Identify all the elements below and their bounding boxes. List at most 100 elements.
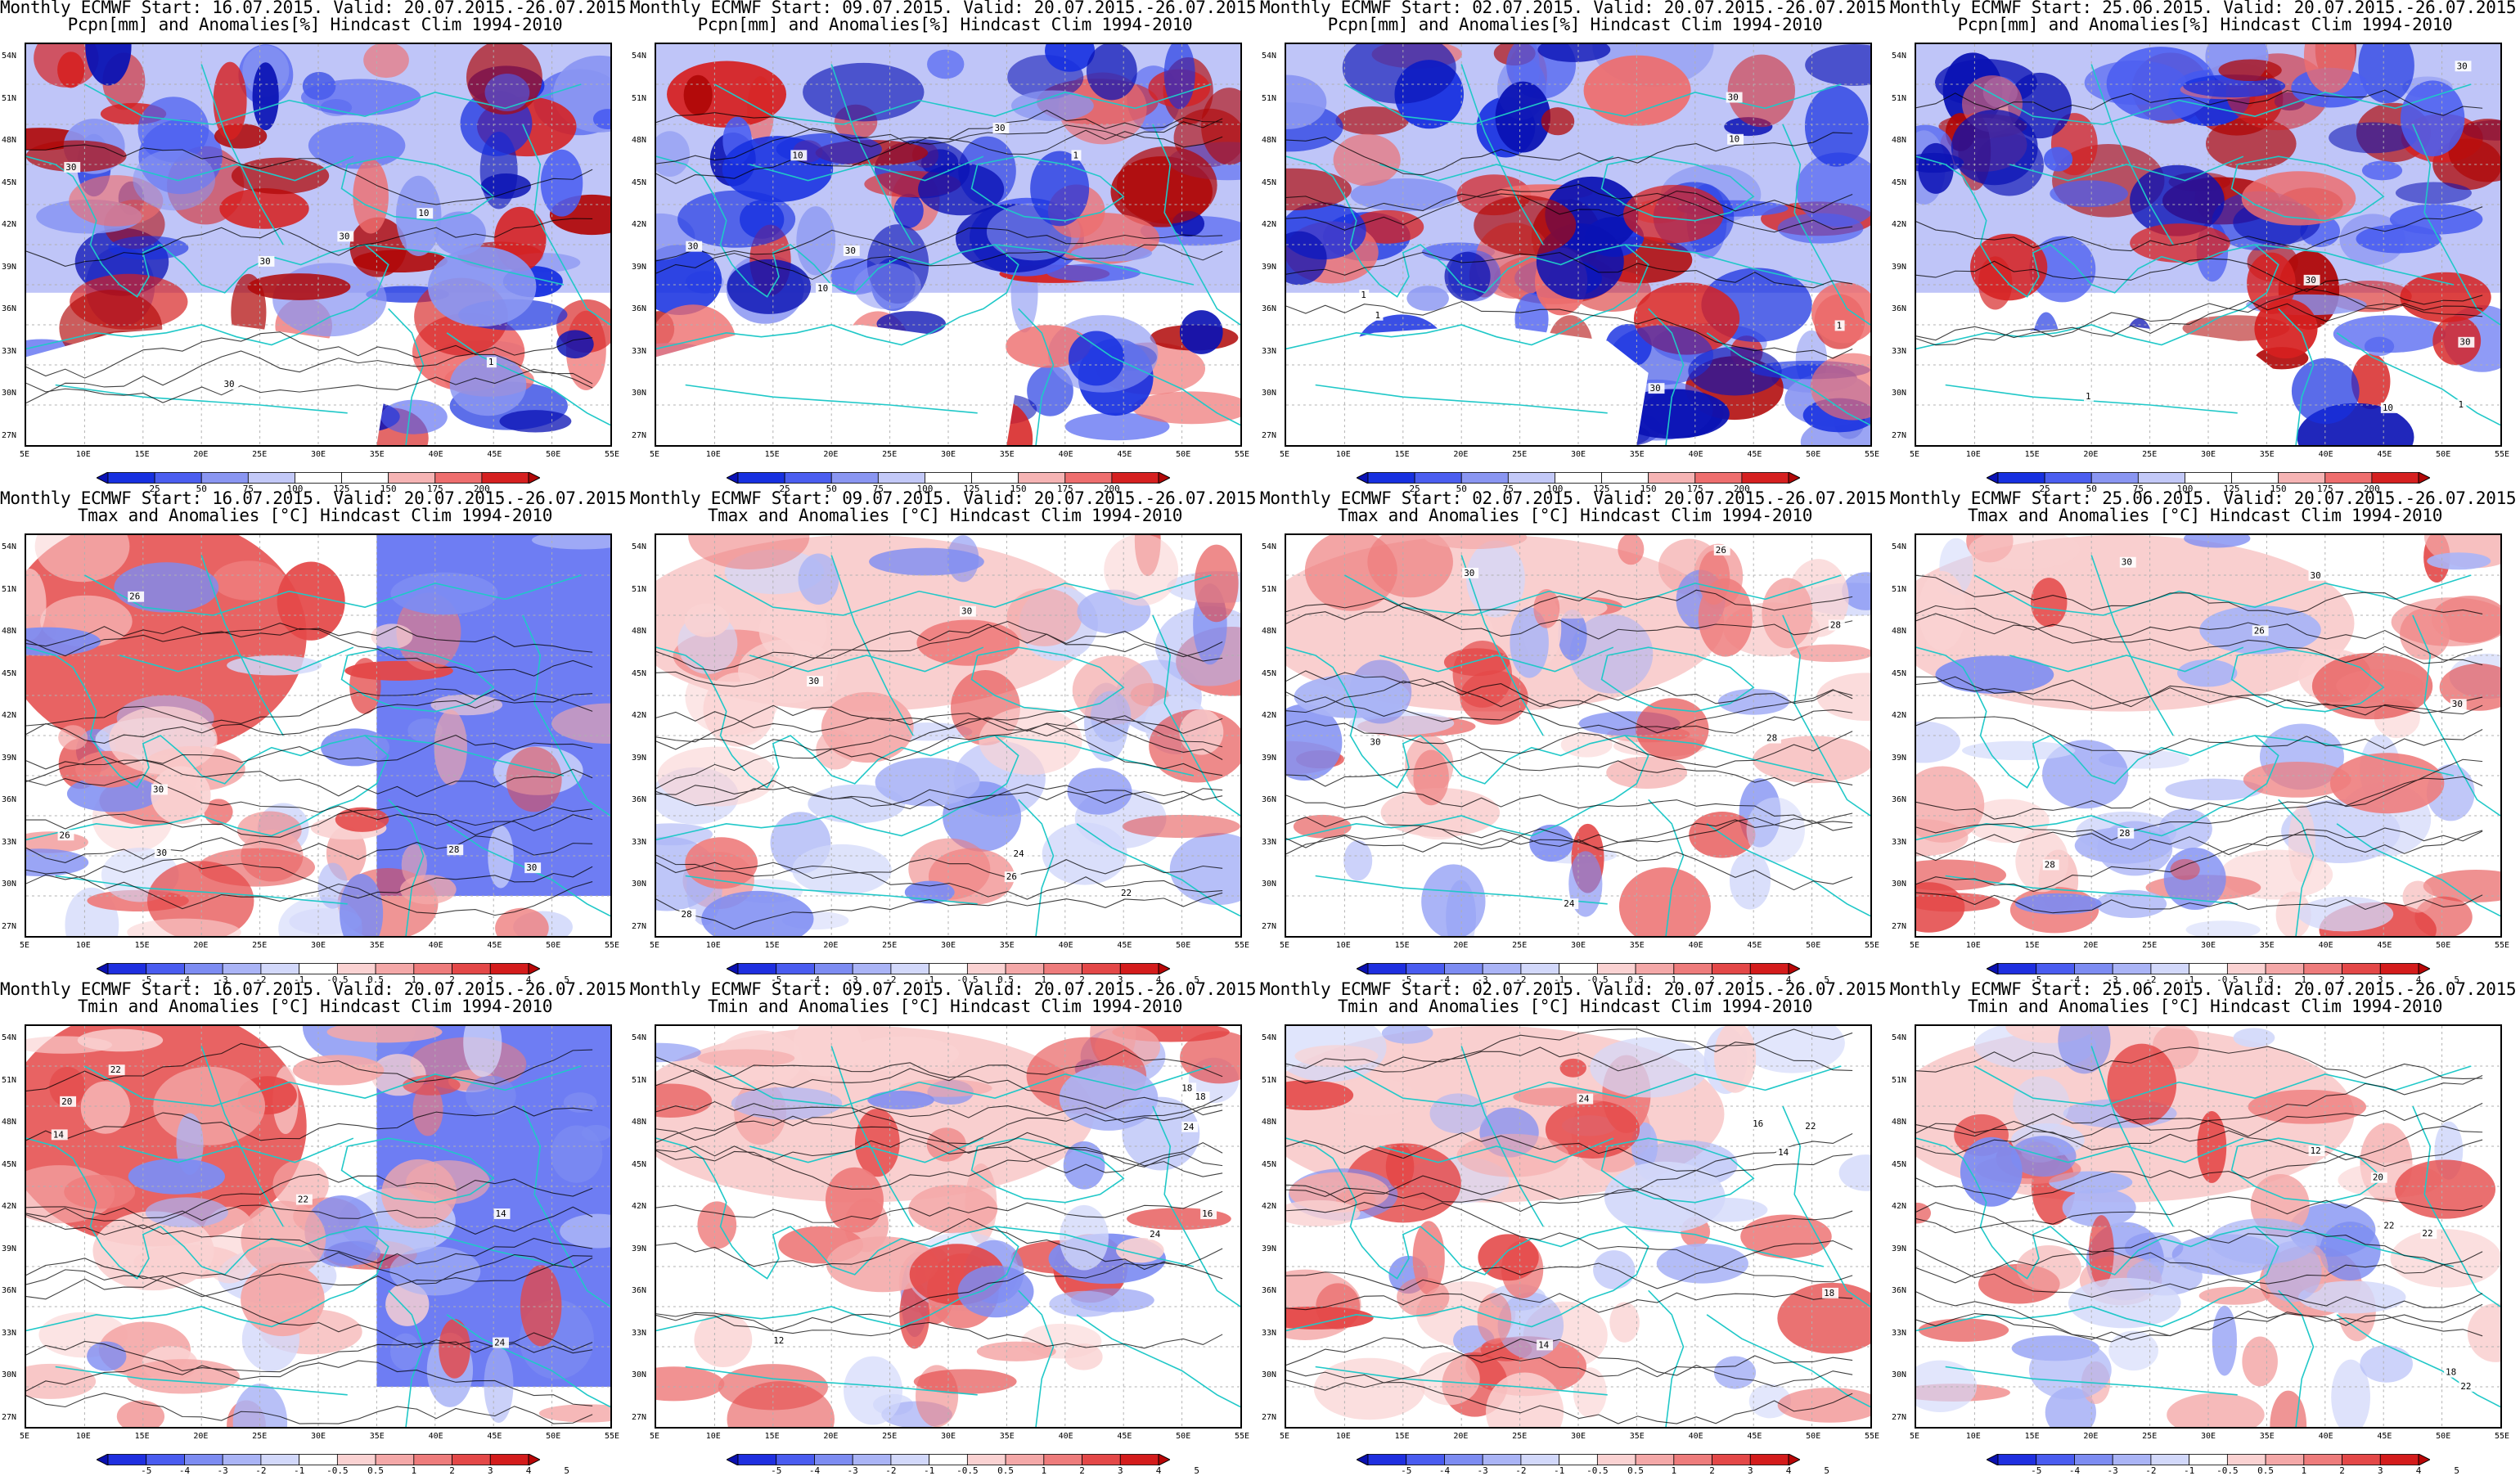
colorbar-tick-label: -5 xyxy=(771,974,782,985)
colorbar-tick-label: 75 xyxy=(872,484,884,494)
contour-label: 12 xyxy=(2308,1145,2325,1156)
colorbar-swatch xyxy=(1635,963,1675,974)
longitude-label: 55E xyxy=(604,941,620,950)
panel-subtitle: Tmax and Anomalies [°C] Hindcast Clim 19… xyxy=(77,506,553,525)
colorbar-swatch xyxy=(1367,963,1407,974)
colorbar-low-arrow xyxy=(1985,1453,1999,1466)
colorbar-swatch xyxy=(2303,963,2342,974)
latitude-label: 27N xyxy=(632,922,647,931)
colorbar-tick-label: -2 xyxy=(2145,1465,2157,1476)
latitude-label: 39N xyxy=(2,262,17,272)
colorbar-swatch xyxy=(388,472,436,484)
contour-label: 30 xyxy=(222,379,239,389)
svg-text:26: 26 xyxy=(1716,545,1726,556)
colorbar-tick-label: -5 xyxy=(1401,974,1412,985)
colorbar-swatch xyxy=(481,472,529,484)
panel-subtitle: Tmax and Anomalies [°C] Hindcast Clim 19… xyxy=(1337,506,1813,525)
longitude-label: 45E xyxy=(1117,450,1132,459)
colorbar-tick-label: 75 xyxy=(2132,484,2144,494)
colorbar-swatch xyxy=(814,963,853,974)
longitude-label: 10E xyxy=(1965,1432,1981,1441)
panel-subtitle: Tmin and Anomalies [°C] Hindcast Clim 19… xyxy=(707,997,1183,1016)
latitude-label: 48N xyxy=(1262,627,1277,637)
longitude-label: 5E xyxy=(1909,941,1920,950)
latitude-label: 54N xyxy=(1262,542,1277,551)
latitude-label: 48N xyxy=(632,1118,647,1127)
svg-text:30: 30 xyxy=(994,123,1005,133)
colorbar-tick-label: -3 xyxy=(1477,974,1488,985)
colorbar-tick-label: 0.5 xyxy=(997,1465,1015,1476)
longitude-label: 25E xyxy=(882,450,898,459)
latitude-label: 48N xyxy=(1262,1118,1277,1127)
longitude-label: 45E xyxy=(487,941,502,950)
latitude-label: 39N xyxy=(2,753,17,763)
colorbar-tick-label: -0.5 xyxy=(956,974,979,985)
contour-label: 10 xyxy=(790,150,808,160)
longitude-label: 15E xyxy=(2024,1432,2040,1441)
colorbar-tick-label: 1 xyxy=(1671,974,1677,985)
longitude-label: 30E xyxy=(1570,1432,1586,1441)
longitude-label: 45E xyxy=(1747,941,1762,950)
longitude-label: 15E xyxy=(764,941,780,950)
contour-label: 22 xyxy=(2382,1220,2399,1231)
latitude-label: 30N xyxy=(632,389,647,398)
latitude-label: 36N xyxy=(1892,1286,1907,1296)
colorbar-tick-label: -2 xyxy=(1515,1465,1527,1476)
latitude-label: 30N xyxy=(1262,389,1277,398)
svg-text:30: 30 xyxy=(526,862,537,873)
colorbar-tick-label: 5 xyxy=(1194,974,1200,985)
longitude-label: 50E xyxy=(1176,941,1191,950)
colorbar-tick-label: -4 xyxy=(1438,974,1451,985)
colorbar-swatch xyxy=(1119,963,1159,974)
latitude-label: 51N xyxy=(1262,1075,1277,1085)
colorbar-tick-label: 75 xyxy=(1502,484,1514,494)
colorbar-high-arrow xyxy=(2418,1453,2432,1466)
colorbar-swatch xyxy=(2379,1454,2419,1465)
colorbar-swatch xyxy=(2074,963,2113,974)
svg-text:1: 1 xyxy=(488,357,494,367)
longitude-label: 15E xyxy=(134,450,150,459)
colorbar-tick-label: 150 xyxy=(1640,484,1657,494)
panel-title: Monthly ECMWF Start: 25.06.2015. Valid: … xyxy=(1890,488,2520,508)
contour-label: 20 xyxy=(2370,1172,2387,1183)
colorbar-swatch xyxy=(299,1454,338,1465)
latitude-label: 54N xyxy=(632,1033,647,1042)
latitude-label: 51N xyxy=(1892,584,1907,594)
colorbar-swatch xyxy=(2090,472,2139,484)
colorbar-tick-label: -5 xyxy=(1401,1465,1412,1476)
colorbar-tick-label: 175 xyxy=(1686,484,1703,494)
colorbar-swatch xyxy=(1482,963,1522,974)
latitude-label: 45N xyxy=(2,668,17,678)
longitude-label: 10E xyxy=(705,941,721,950)
contour-label: 24 xyxy=(1011,848,1028,859)
latitude-label: 51N xyxy=(1892,93,1907,103)
panel-subtitle: Pcpn[mm] and Anomalies[%] Hindcast Clim … xyxy=(697,15,1193,34)
latitude-label: 48N xyxy=(632,136,647,146)
latitude-label: 33N xyxy=(1262,1328,1277,1338)
longitude-label: 10E xyxy=(1335,1432,1351,1441)
longitude-label: 35E xyxy=(1629,941,1645,950)
latitude-label: 45N xyxy=(1892,1159,1907,1169)
longitude-label: 30E xyxy=(940,941,956,950)
longitude-label: 15E xyxy=(1394,1432,1410,1441)
contour-label: 30 xyxy=(151,784,168,794)
colorbar-swatch xyxy=(375,1454,415,1465)
svg-text:30: 30 xyxy=(260,256,271,267)
longitude-label: 55E xyxy=(2494,1432,2510,1441)
latitude-label: 51N xyxy=(2,93,17,103)
longitude-label: 5E xyxy=(1279,1432,1290,1441)
contour-label: 22 xyxy=(295,1195,313,1205)
colorbar-tick-label: 75 xyxy=(242,484,254,494)
longitude-label: 40E xyxy=(1688,941,1703,950)
longitude-label: 40E xyxy=(428,450,443,459)
latitude-label: 42N xyxy=(632,1202,647,1212)
colorbar-tick-label: 175 xyxy=(2316,484,2333,494)
colorbar-swatch xyxy=(1507,472,1555,484)
latitude-label: 33N xyxy=(1892,837,1907,847)
latitude-label: 39N xyxy=(1892,753,1907,763)
svg-text:14: 14 xyxy=(53,1129,65,1140)
colorbar-low-arrow xyxy=(725,962,739,975)
svg-text:20: 20 xyxy=(2373,1172,2383,1183)
contour-label: 30 xyxy=(2303,275,2320,286)
latitude-label: 48N xyxy=(1892,136,1907,146)
